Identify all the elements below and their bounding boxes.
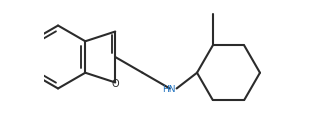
Text: HN: HN: [162, 84, 176, 93]
Text: O: O: [112, 78, 120, 88]
